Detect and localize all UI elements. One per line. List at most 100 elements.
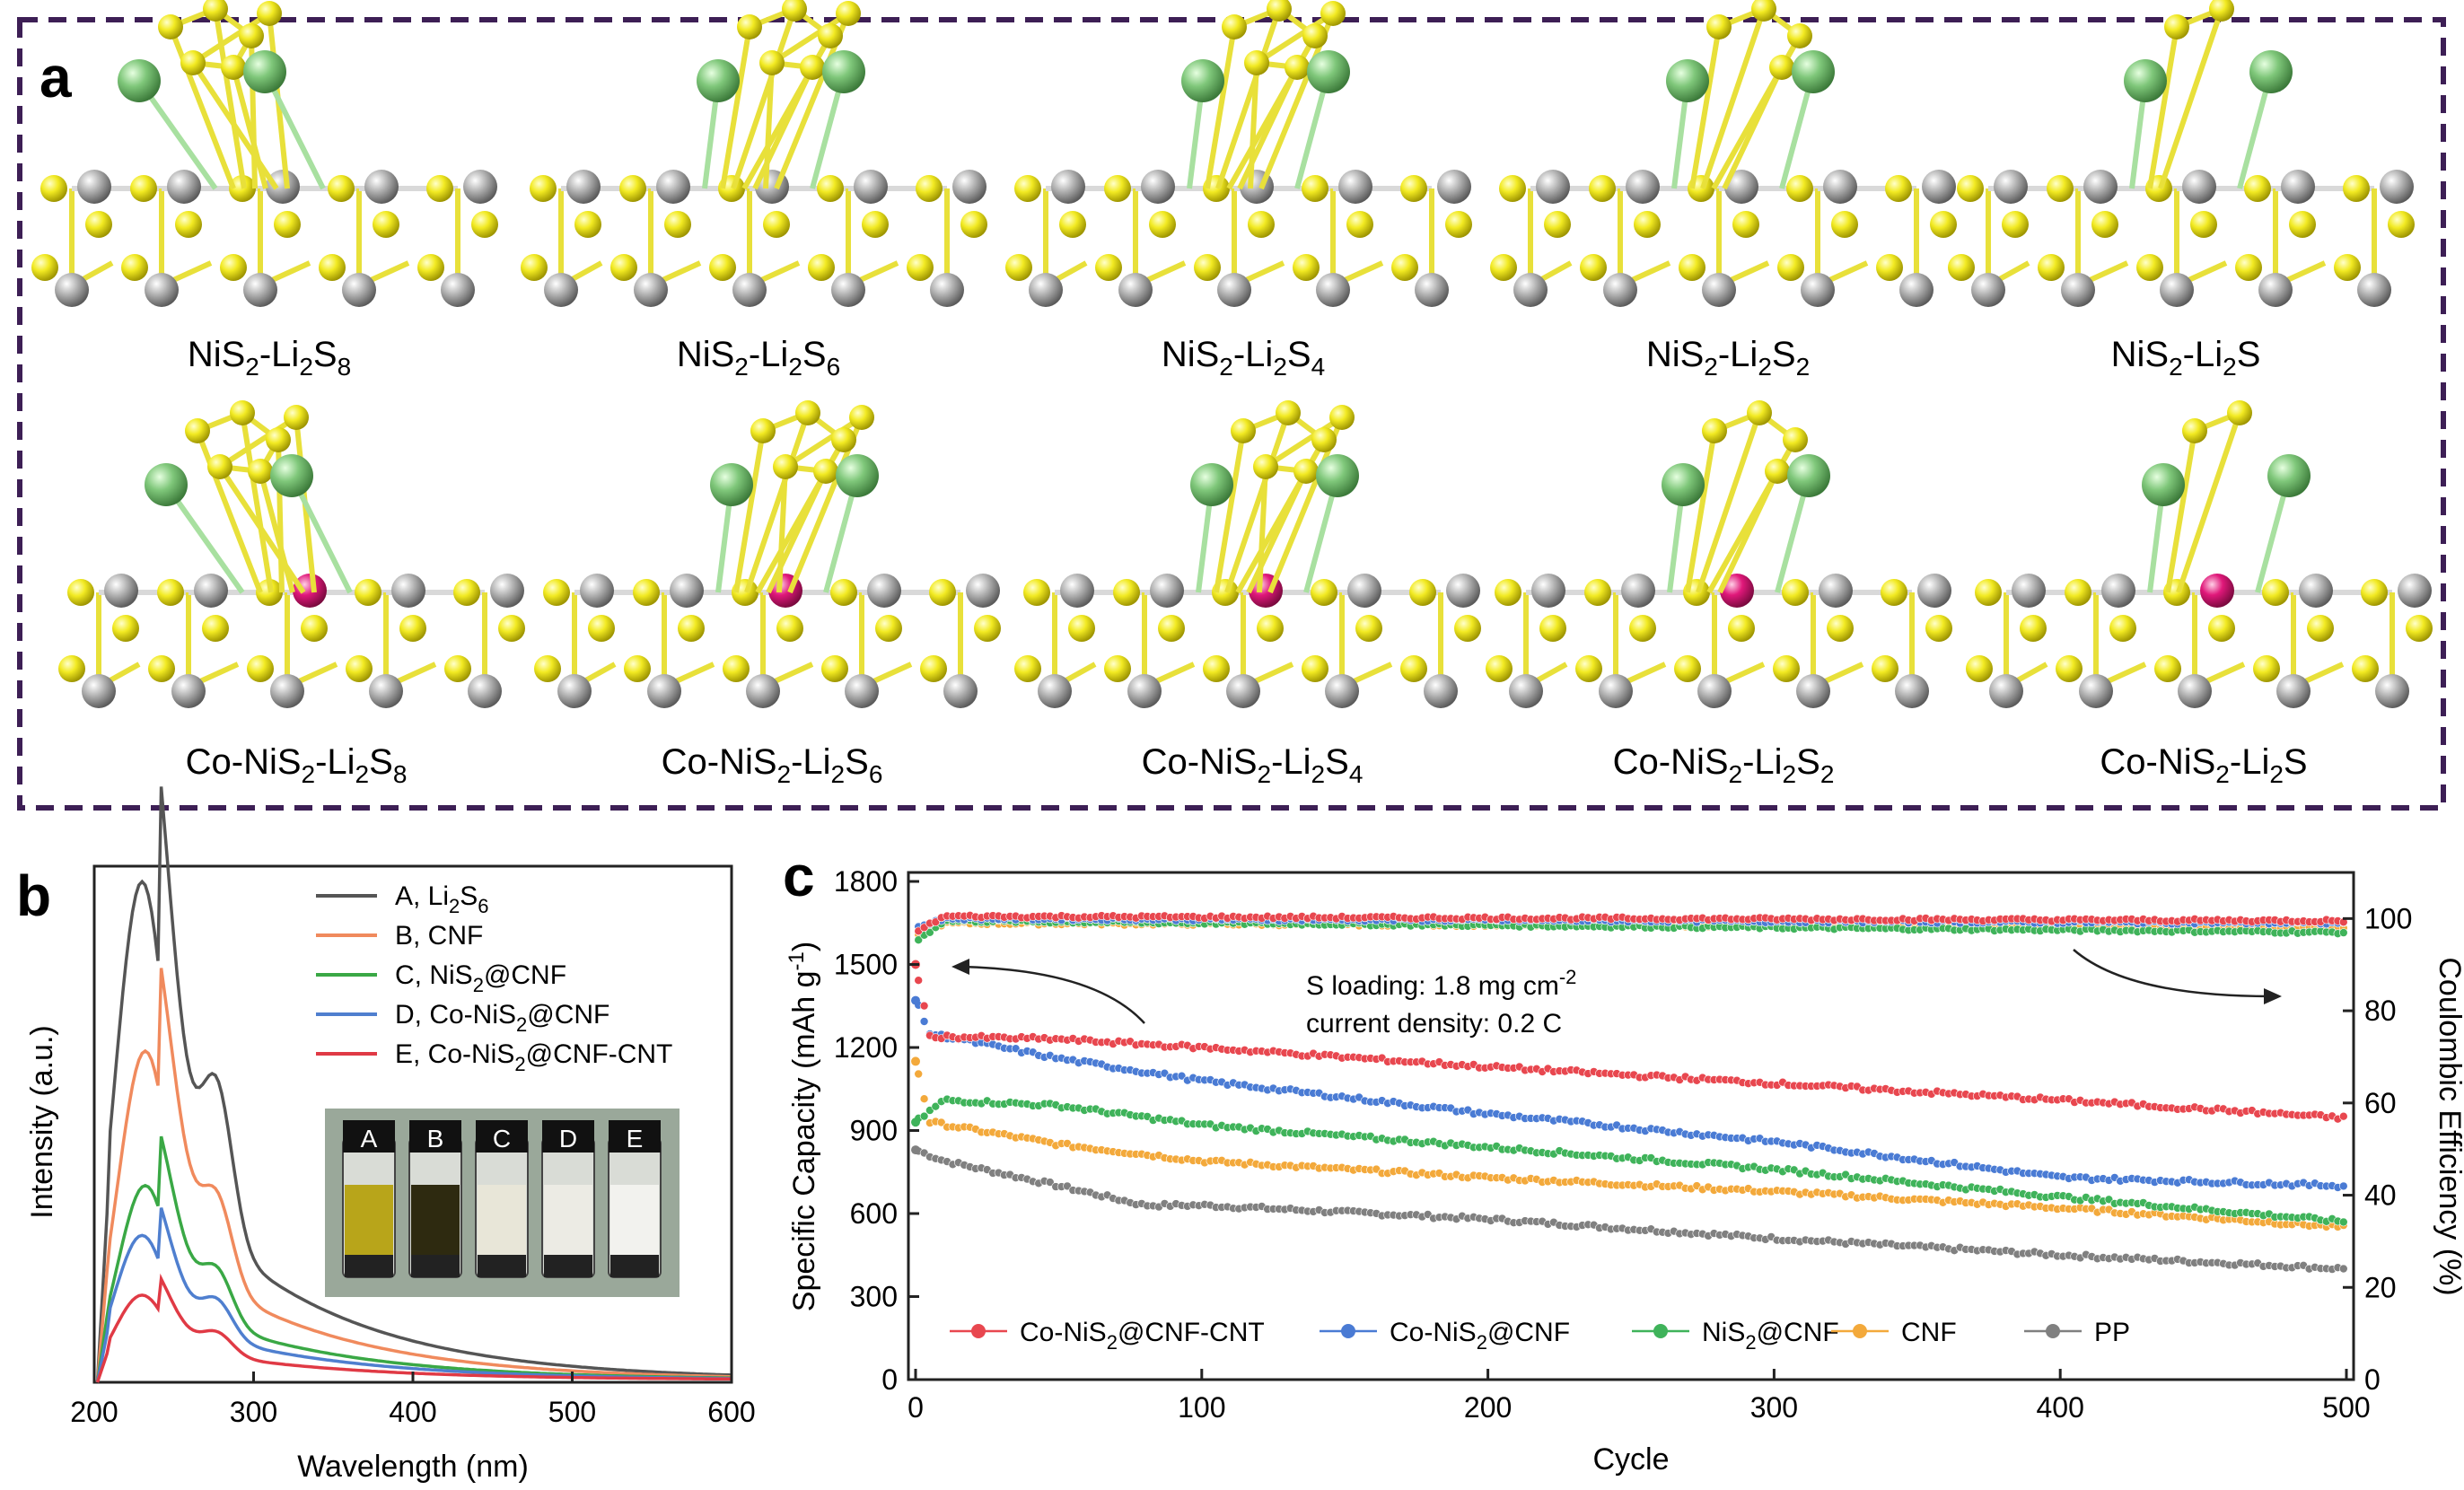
nickel-atom (82, 674, 116, 708)
sulfur-atom (1329, 405, 1355, 430)
sulfur-atom (417, 254, 444, 281)
sulfur-atom (862, 211, 889, 238)
sulfur-atom (1783, 427, 1808, 452)
chart-b-series (95, 786, 732, 1383)
nickel-atom (1536, 170, 1570, 204)
nickel-atom (831, 273, 865, 307)
sulfur-atom (1445, 211, 1472, 238)
nickel-atom (2357, 273, 2391, 307)
sulfur-atom (2020, 615, 2047, 642)
structure-co-nis2-0 (58, 400, 525, 708)
bond (770, 11, 850, 66)
lithium-atom (1787, 454, 1830, 497)
sulfur-atom (284, 405, 309, 430)
sulfur-atom (2352, 655, 2379, 682)
nickel-atom (1509, 674, 1543, 708)
spectrum-b (95, 968, 732, 1383)
sulfur-atom (1014, 655, 1041, 682)
nickel-atom (1823, 170, 1857, 204)
sulfur-atom (1149, 211, 1176, 238)
sulfur-atom (2109, 615, 2136, 642)
vial-label: C (493, 1125, 511, 1153)
nickel-atom (1226, 674, 1260, 708)
vial-label: A (361, 1125, 378, 1153)
structure-label: Co-NiS2-Li2S4 (1142, 742, 1364, 788)
nickel-atom (342, 273, 376, 307)
sulfur-atom (202, 615, 229, 642)
chart-c-ytick-label: 900 (850, 1115, 898, 1147)
nickel-atom (1446, 574, 1480, 608)
sulfur-atom (185, 418, 210, 443)
nickel-atom (369, 674, 403, 708)
nickel-atom (1922, 170, 1956, 204)
nickel-atom (943, 674, 978, 708)
panel-a-letter: a (39, 45, 72, 110)
legend-label: A, Li2S6 (395, 881, 489, 917)
lithium-atom (710, 463, 753, 506)
nickel-atom (1895, 674, 1929, 708)
sulfur-atom (1248, 211, 1275, 238)
sulfur-atom (1355, 615, 1382, 642)
sulfur-atom (1629, 615, 1656, 642)
sulfur-atom (2343, 175, 2370, 202)
chart-b-xlabel: Wavelength (nm) (297, 1450, 529, 1484)
sulfur-atom (1787, 23, 1812, 48)
sulfur-atom (1302, 655, 1328, 682)
capacity-point (911, 1145, 920, 1155)
arrow-right (2073, 949, 2272, 998)
structure-label: NiS2-Li2S6 (677, 335, 840, 381)
capacity-point (919, 1111, 929, 1121)
nickel-atom (656, 170, 690, 204)
nickel-atom (1118, 273, 1153, 307)
lithium-atom (697, 59, 740, 102)
nickel-atom (104, 574, 138, 608)
sulfur-atom (2091, 211, 2118, 238)
capacity-point (911, 995, 920, 1005)
vial-cap (476, 1120, 528, 1153)
nickel-atom (1989, 674, 2023, 708)
sulfur-atom (2208, 615, 2235, 642)
nickel-atom (1603, 273, 1637, 307)
structure-co-nis2-2 (1014, 400, 1481, 708)
sulfur-atom (130, 175, 157, 202)
nickel-atom (647, 674, 681, 708)
sulfur-atom (1706, 14, 1732, 39)
chart-c-ytick-label: 1500 (834, 949, 898, 981)
sulfur-atom (1769, 55, 1794, 80)
nickel-atom (2380, 170, 2414, 204)
nickel-atom (2061, 273, 2095, 307)
bond (217, 465, 306, 594)
bond (2176, 412, 2242, 593)
nickel-atom (1325, 674, 1359, 708)
sulfur-atom (916, 175, 943, 202)
bond (1224, 412, 1291, 593)
sulfur-atom (1095, 254, 1122, 281)
bond (784, 415, 864, 469)
sulfur-atom (121, 254, 148, 281)
nickel-atom (952, 170, 986, 204)
sulfur-atom (818, 23, 843, 48)
sulfur-atom (1346, 211, 1373, 238)
sulfur-atom (1302, 23, 1328, 48)
bond (776, 466, 788, 593)
sulfur-atom (1400, 175, 1427, 202)
sulfur-atom (1104, 655, 1131, 682)
bond (2165, 430, 2197, 593)
sulfur-atom (782, 0, 807, 22)
sulfur-atom (1881, 579, 1907, 606)
bond (213, 8, 247, 189)
bond (289, 474, 353, 594)
sulfur-atom (247, 655, 274, 682)
bond (2147, 26, 2179, 189)
chart-b-xtick-label: 500 (548, 1396, 596, 1428)
capacity-point (2339, 1181, 2348, 1191)
sulfur-atom (830, 579, 857, 606)
capacity-point (911, 1056, 920, 1066)
legend-swatch-marker (1853, 1324, 1867, 1338)
structure-label: NiS2-Li2S4 (1162, 335, 1325, 381)
sulfur-atom (1194, 254, 1221, 281)
nickel-atom (1051, 170, 1085, 204)
sulfur-atom (2334, 254, 2361, 281)
capacity-point (1046, 1178, 1055, 1187)
bond (262, 70, 326, 190)
